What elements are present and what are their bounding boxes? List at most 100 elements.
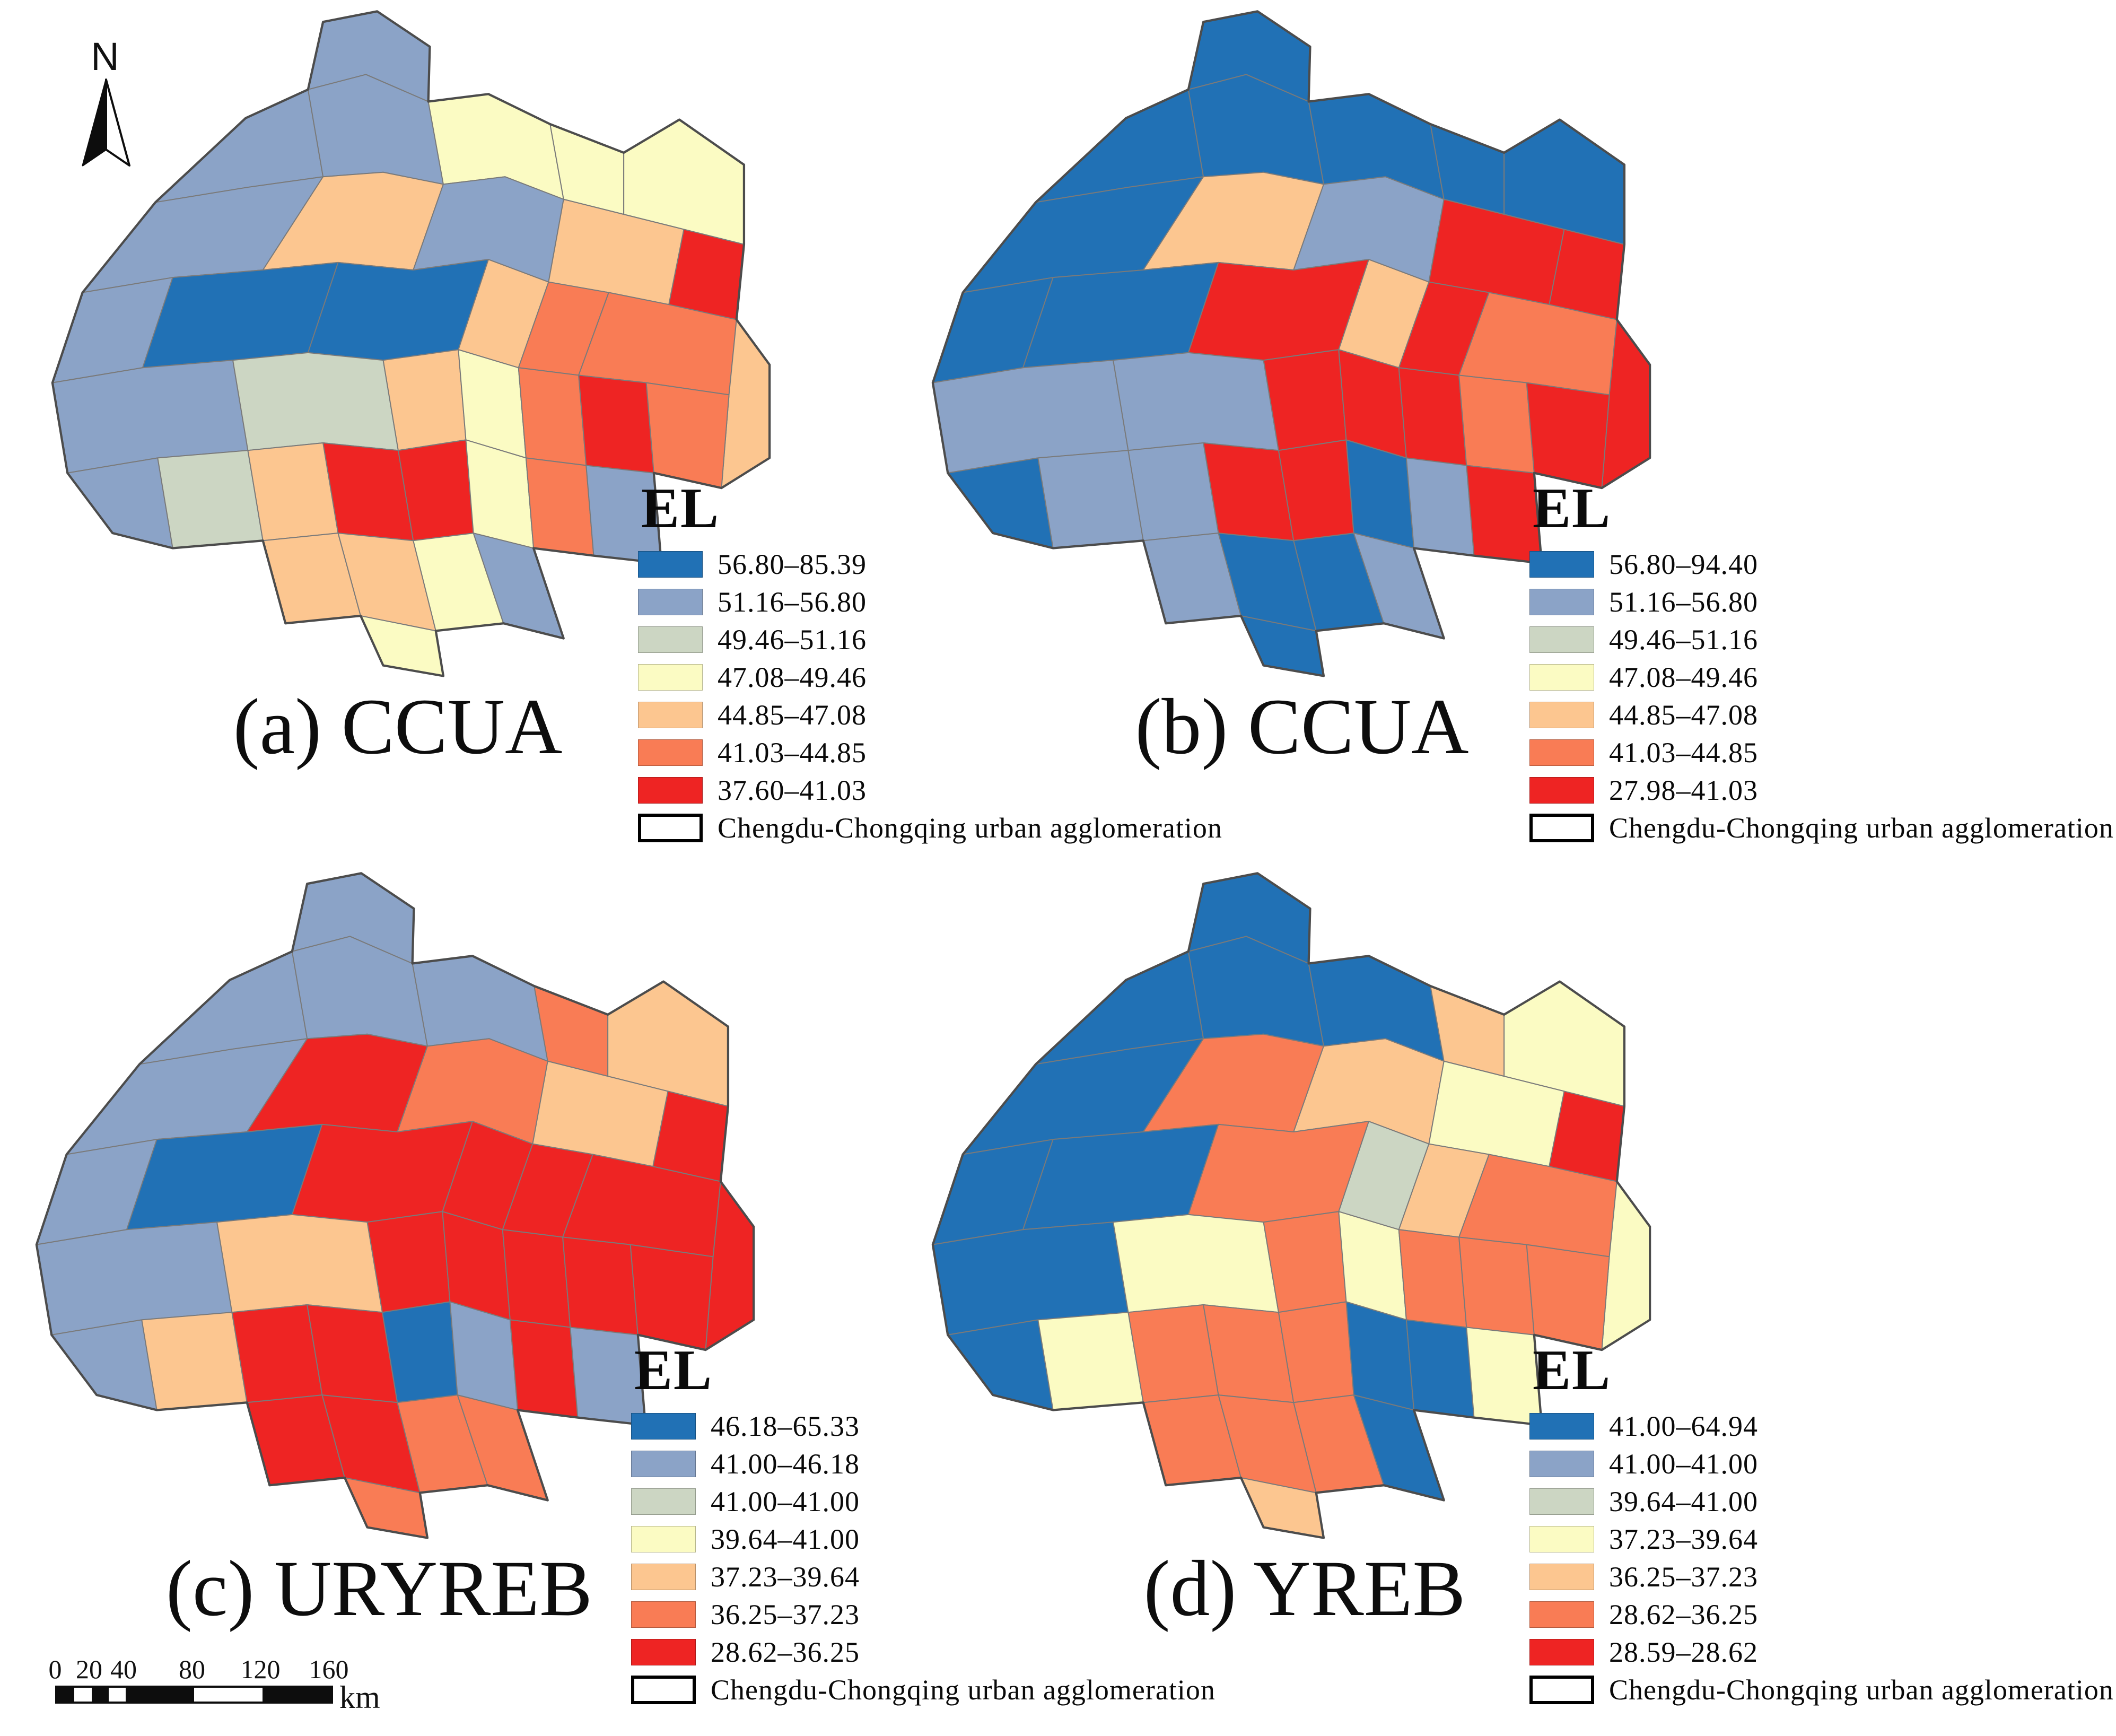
legend-color-swatch — [638, 739, 703, 766]
legend-color-swatch — [631, 1601, 696, 1628]
legend-item: 41.00–46.18 — [631, 1448, 1216, 1480]
caption-panel-b: (b) CCUA — [1135, 683, 1469, 771]
map-region — [1398, 367, 1467, 466]
legend-color-swatch — [1529, 1488, 1594, 1515]
legend-item: 44.85–47.08 — [1529, 699, 2114, 731]
legend-panel-b: EL 56.80–94.40 51.16–56.80 49.46–51.16 4… — [1529, 480, 2114, 852]
map-region — [518, 367, 587, 466]
boundary-swatch — [638, 814, 703, 842]
legend-panel-c: EL 46.18–65.33 41.00–46.18 41.00–41.00 3… — [631, 1342, 1216, 1714]
legend-color-swatch — [1529, 664, 1594, 691]
legend-panel-d: EL 41.00–64.94 41.00–41.00 39.64–41.00 3… — [1529, 1342, 2114, 1714]
legend-color-swatch — [638, 589, 703, 615]
legend-title: EL — [641, 477, 720, 540]
legend-color-swatch — [638, 777, 703, 804]
legend-item: 39.64–41.00 — [631, 1523, 1216, 1555]
boundary-swatch — [1529, 1676, 1594, 1704]
legend-item: 36.25–37.23 — [1529, 1561, 2114, 1593]
legend-item: 28.62–36.25 — [631, 1636, 1216, 1668]
legend-item: 46.18–65.33 — [631, 1410, 1216, 1442]
map-region — [366, 1211, 451, 1313]
legend-item: 39.64–41.00 — [1529, 1486, 2114, 1517]
map-region — [1526, 1244, 1610, 1351]
legend-item: 28.62–36.25 — [1529, 1599, 2114, 1630]
legend-color-swatch — [1529, 589, 1594, 615]
legend-item: 49.46–51.16 — [638, 624, 1222, 656]
map-region — [578, 374, 654, 474]
legend-item: 56.80–94.40 — [1529, 548, 2114, 580]
legend-color-swatch — [638, 626, 703, 653]
caption-panel-a: (a) CCUA — [233, 683, 563, 771]
map-region — [1398, 1229, 1467, 1328]
scale-segment — [263, 1688, 331, 1702]
map-region — [1458, 1236, 1535, 1336]
scale-tick: 120 — [240, 1654, 281, 1684]
scale-bar: 0 20 40 80 120 160 km — [39, 1654, 442, 1713]
north-arrow: N — [74, 37, 138, 172]
legend-item: 47.08–49.46 — [1529, 661, 2114, 693]
legend-color-swatch — [1529, 1413, 1594, 1440]
legend-color-swatch — [1529, 1564, 1594, 1590]
map-region — [157, 450, 264, 549]
legend-item: 41.00–41.00 — [631, 1486, 1216, 1517]
scale-tick: 0 — [48, 1654, 62, 1684]
legend-item: 41.00–64.94 — [1529, 1410, 2114, 1442]
legend-item: 41.00–41.00 — [1529, 1448, 2114, 1480]
scale-tick: 160 — [309, 1654, 349, 1684]
legend-item: 37.60–41.03 — [638, 774, 1222, 806]
scale-segment — [91, 1688, 109, 1702]
map-region — [247, 442, 339, 542]
scale-segment — [57, 1688, 75, 1702]
legend-item: 41.03–44.85 — [1529, 737, 2114, 769]
legend-item: 36.25–37.23 — [631, 1599, 1216, 1630]
legend-boundary-item: Chengdu-Chongqing urban agglomeration — [1529, 1674, 2114, 1706]
map-region — [1263, 349, 1347, 451]
legend-item: 51.16–56.80 — [638, 586, 1222, 618]
map-region — [629, 1244, 714, 1351]
scale-unit: km — [339, 1680, 380, 1715]
north-arrow-icon — [82, 78, 130, 167]
map-outer-boundary — [931, 872, 1651, 1539]
legend-item: 37.23–39.64 — [631, 1561, 1216, 1593]
map-outer-boundary — [35, 872, 755, 1539]
legend-panel-a: EL 56.80–85.39 51.16–56.80 49.46–51.16 4… — [638, 480, 1222, 852]
caption-panel-d: (d) YREB — [1143, 1545, 1466, 1633]
legend-item: 28.59–28.62 — [1529, 1636, 2114, 1668]
map-panel-d — [931, 872, 1651, 1539]
legend-color-swatch — [1529, 1601, 1594, 1628]
scale-segment — [108, 1688, 126, 1702]
legend-title: EL — [1533, 477, 1612, 540]
map-outer-boundary — [51, 10, 771, 677]
map-region — [562, 1236, 639, 1336]
legend-title: EL — [634, 1339, 713, 1402]
map-region — [1113, 1214, 1279, 1313]
scale-segment — [74, 1688, 92, 1702]
map-region — [1263, 1211, 1347, 1313]
legend-title: EL — [1533, 1339, 1612, 1402]
legend-item: 51.16–56.80 — [1529, 586, 2114, 618]
legend-item: 47.08–49.46 — [638, 661, 1222, 693]
north-label: N — [91, 34, 119, 78]
legend-color-swatch — [631, 1526, 696, 1552]
legend-item: 49.46–51.16 — [1529, 624, 2114, 656]
legend-item: 56.80–85.39 — [638, 548, 1222, 580]
map-outer-boundary — [931, 10, 1651, 677]
map-region — [509, 1319, 579, 1418]
legend-item: 37.23–39.64 — [1529, 1523, 2114, 1555]
scale-bar-body — [55, 1686, 333, 1704]
legend-boundary-item: Chengdu-Chongqing urban agglomeration — [638, 812, 1222, 844]
legend-color-swatch — [631, 1564, 696, 1590]
map-region — [216, 1214, 383, 1313]
legend-color-swatch — [631, 1413, 696, 1440]
legend-color-swatch — [638, 551, 703, 578]
map-region — [1113, 352, 1279, 451]
legend-color-swatch — [1529, 777, 1594, 804]
legend-item: 27.98–41.03 — [1529, 774, 2114, 806]
map-region — [1458, 374, 1535, 474]
legend-color-swatch — [1529, 1639, 1594, 1665]
map-panel-c — [35, 872, 755, 1539]
legend-color-swatch — [638, 702, 703, 728]
map-region — [1526, 382, 1610, 489]
scale-segment — [126, 1688, 194, 1702]
